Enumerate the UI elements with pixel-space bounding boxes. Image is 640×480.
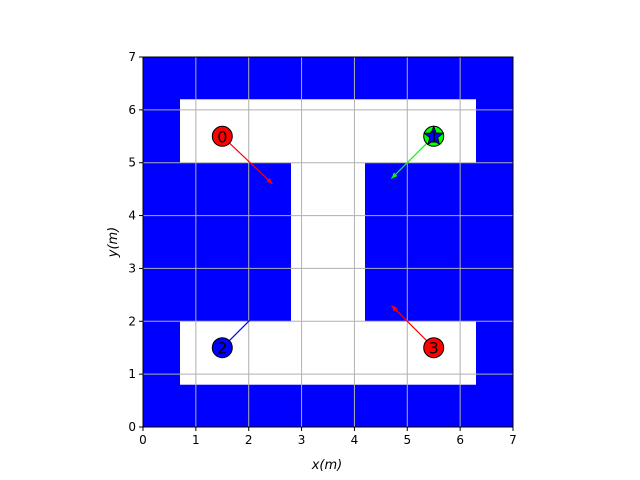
agent-3-marker — [423, 337, 445, 359]
y-tick-label: 5 — [128, 156, 136, 170]
x-tick-label: 0 — [139, 433, 147, 447]
y-axis-label: y(m) — [106, 227, 121, 259]
axes-frame — [142, 56, 514, 428]
goal-star-icon — [423, 125, 445, 146]
agent-2: 2 — [211, 305, 265, 359]
x-tick-label: 5 — [403, 433, 411, 447]
x-tick-label: 7 — [509, 433, 517, 447]
agent-0: 0 — [211, 125, 273, 185]
free-region-1 — [291, 162, 365, 322]
agent-3: 3 — [391, 305, 445, 359]
y-tick-label: 2 — [128, 314, 136, 328]
agent-3-label: 3 — [429, 339, 439, 358]
agent-1-label: 1 — [429, 127, 439, 146]
agent-0-arrow-head — [266, 177, 273, 184]
agent-3-arrow-head — [391, 305, 398, 312]
agent-0-label: 0 — [217, 127, 227, 146]
agent-2-marker — [211, 337, 233, 359]
map-layer — [143, 57, 513, 427]
agent-0-marker — [211, 125, 233, 147]
y-tick-label: 0 — [128, 420, 136, 434]
y-tick-label: 1 — [128, 367, 136, 381]
x-axis-label: x(m) — [311, 458, 343, 473]
agent-2-arrow-head — [258, 305, 265, 312]
agent-1: 1 — [391, 125, 445, 179]
x-tick-label: 3 — [298, 433, 306, 447]
x-tick-label: 1 — [192, 433, 200, 447]
y-tick-label: 7 — [128, 50, 136, 64]
x-tick-label: 2 — [245, 433, 253, 447]
agent-2-label: 2 — [217, 339, 227, 358]
y-tick-label: 3 — [128, 261, 136, 275]
x-tick-label: 4 — [351, 433, 359, 447]
agent-0-velocity-arrow — [221, 135, 273, 185]
agent-1-arrow-head — [391, 172, 398, 179]
agent-layer: 0 1 2 3 — [211, 125, 445, 359]
y-tick-label: 4 — [128, 209, 136, 223]
y-tick-label: 6 — [128, 103, 136, 117]
x-tick-label: 6 — [456, 433, 464, 447]
tick-layer: 0 1 2 3 4 5 6 7 0 1 2 3 4 5 6 7 — [128, 50, 516, 447]
